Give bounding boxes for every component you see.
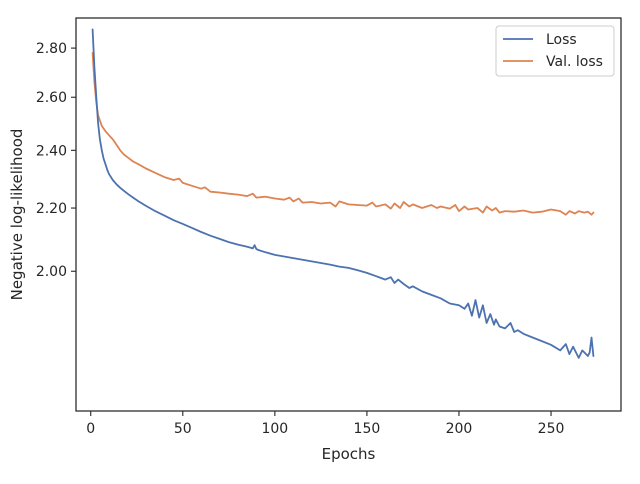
- legend: Loss Val. loss: [495, 25, 615, 77]
- y-axis-label: Negative log-likelihood: [8, 129, 26, 301]
- x-tick-label: 150: [354, 421, 381, 437]
- legend-label-val-loss: Val. loss: [546, 54, 603, 70]
- y-tick-label: 2.60: [36, 90, 67, 106]
- x-tick-label: 250: [538, 421, 565, 437]
- x-tick-label: 100: [261, 421, 288, 437]
- plot-frame: [75, 17, 622, 412]
- x-tick-label: 200: [446, 421, 473, 437]
- y-tick-label: 2.80: [36, 41, 67, 57]
- y-tick-label: 2.20: [36, 201, 67, 217]
- series-layer: [91, 28, 595, 359]
- series-line-val-loss: [91, 52, 595, 216]
- y-tick-label: 2.00: [36, 264, 67, 280]
- x-tick-label: 50: [174, 421, 192, 437]
- series-line-loss: [91, 28, 595, 359]
- x-axis-label: Epochs: [322, 445, 376, 463]
- plot-area: [75, 17, 622, 412]
- legend-label-loss: Loss: [546, 32, 577, 48]
- x-tick-label: 0: [86, 421, 95, 437]
- y-tick-label: 2.40: [36, 143, 67, 159]
- x-axis: 0 50 100 150 200 250: [86, 411, 564, 437]
- y-axis: 2.00 2.20 2.40 2.60 2.80: [36, 41, 76, 280]
